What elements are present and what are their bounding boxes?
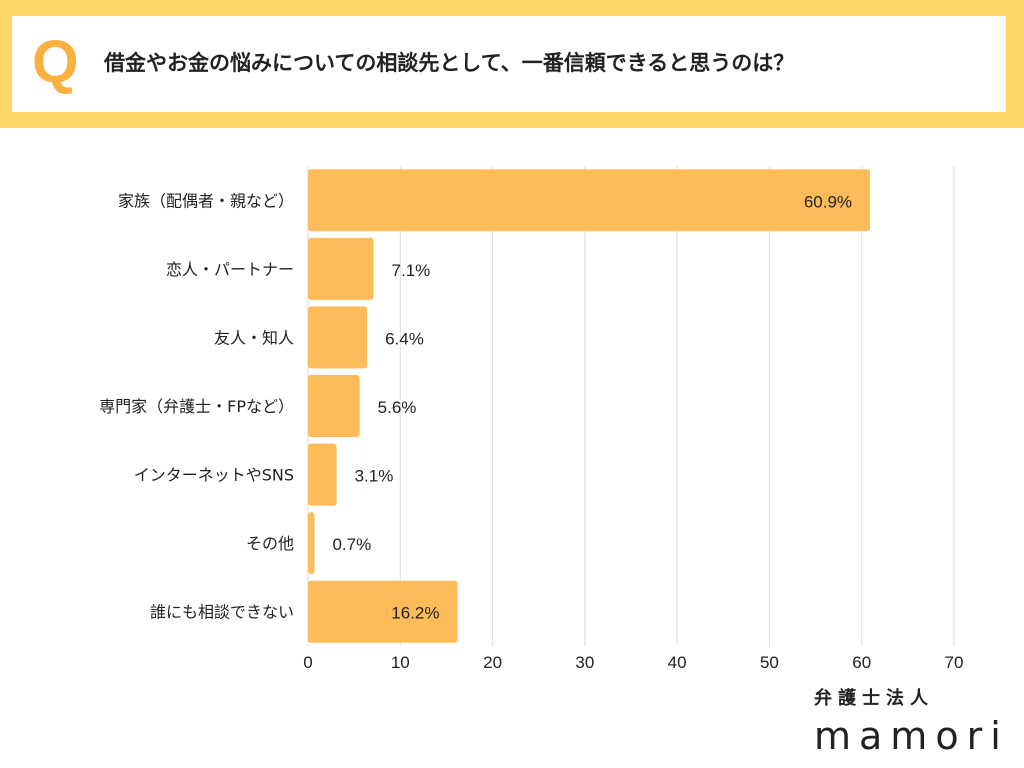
bar xyxy=(308,237,374,300)
brand-line1: 弁護士法人 xyxy=(814,688,934,709)
question-text: 借金やお金の悩みについての相談先として、一番信頼できると思うのは？ xyxy=(104,51,795,75)
question-box xyxy=(12,16,1006,112)
bar xyxy=(308,169,871,232)
x-tick-label: 20 xyxy=(483,653,502,672)
category-label: その他 xyxy=(246,534,294,553)
category-label: 専門家（弁護士・FPなど） xyxy=(99,397,294,416)
data-label: 6.4% xyxy=(385,329,424,348)
bar xyxy=(308,512,315,575)
bar xyxy=(308,375,360,437)
bar xyxy=(308,443,337,506)
category-label: 誰にも相談できない xyxy=(150,603,294,622)
bar xyxy=(308,306,368,369)
data-label: 0.7% xyxy=(332,535,371,554)
data-label: 7.1% xyxy=(392,261,431,280)
data-label: 60.9% xyxy=(804,192,852,211)
bar xyxy=(308,580,458,643)
brand-name: mamori xyxy=(814,714,1009,758)
category-label: 恋人・パートナー xyxy=(166,260,294,279)
category-label: インターネットやSNS xyxy=(134,466,294,485)
x-tick-label: 60 xyxy=(852,653,871,672)
category-label: 家族（配偶者・親など） xyxy=(118,191,294,210)
data-label: 16.2% xyxy=(391,604,439,623)
x-tick-label: 10 xyxy=(391,653,410,672)
data-label: 5.6% xyxy=(378,398,417,417)
data-label: 3.1% xyxy=(355,467,394,486)
category-label: 友人・知人 xyxy=(214,328,294,347)
x-tick-label: 40 xyxy=(668,653,687,672)
x-tick-label: 0 xyxy=(303,653,312,672)
q-mark: Q xyxy=(32,28,79,95)
x-tick-label: 70 xyxy=(945,653,964,672)
x-tick-label: 30 xyxy=(575,653,594,672)
x-tick-label: 50 xyxy=(760,653,779,672)
brand-logo: 弁護士法人 mamori xyxy=(814,686,1004,758)
